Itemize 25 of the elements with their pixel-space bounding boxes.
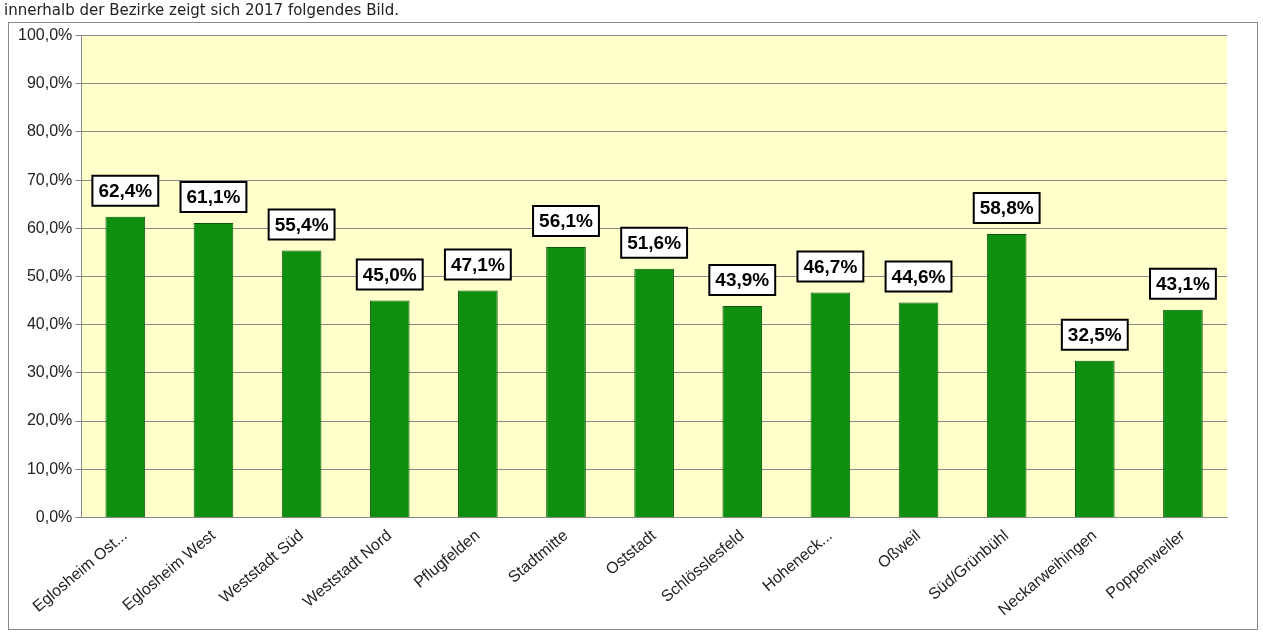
data-label: 46,7% [803,255,858,277]
data-label: 55,4% [274,213,329,235]
data-label: 51,6% [627,232,682,254]
data-label: 62,4% [98,179,153,201]
y-tick-label: 50,0% [26,266,73,284]
data-label: 56,1% [539,210,594,232]
y-tick-label: 20,0% [26,411,73,429]
y-tick-label: 90,0% [26,74,73,92]
y-tick-label: 70,0% [26,170,73,188]
data-label: 43,1% [1156,272,1210,294]
data-label: 61,1% [186,186,241,208]
y-tick-label: 30,0% [26,363,73,381]
y-tick-label: 10,0% [26,459,73,477]
data-label: 58,8% [979,197,1034,219]
data-label: 47,1% [450,253,505,275]
y-tick-label: 60,0% [26,218,73,236]
y-tick-label: 0,0% [35,507,73,525]
y-tick-label: 80,0% [26,122,73,140]
data-label: 32,5% [1067,324,1122,346]
data-label: 44,6% [891,265,946,287]
text: innerhalb der Bezirke zeigt sich 2017 folgendes Bild. [3,0,400,20]
y-tick-label: 40,0% [26,315,73,333]
data-label: 43,9% [715,269,770,291]
y-tick-label: 100,0% [18,26,73,44]
data-label: 45,0% [362,263,417,285]
